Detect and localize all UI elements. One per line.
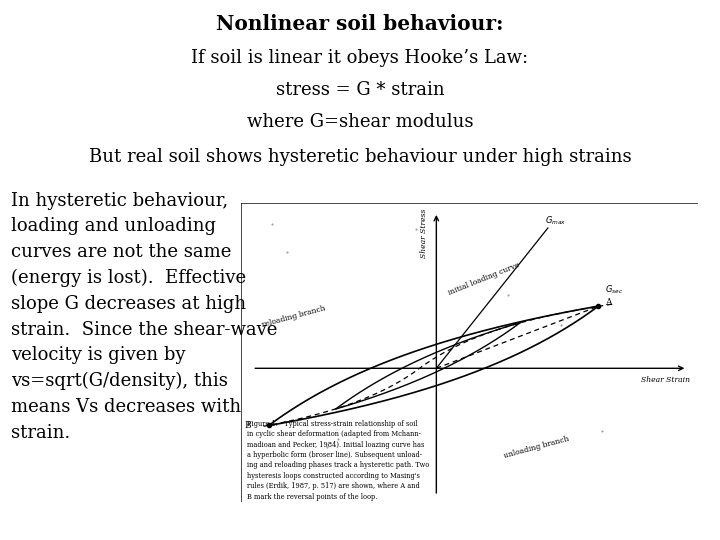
Text: stress = G * strain: stress = G * strain xyxy=(276,81,444,99)
Text: In hysteretic behaviour,
loading and unloading
curves are not the same
(energy i: In hysteretic behaviour, loading and unl… xyxy=(11,192,277,442)
Text: $G_{sec}$: $G_{sec}$ xyxy=(605,283,623,295)
Text: Shear Strain: Shear Strain xyxy=(641,376,690,384)
Text: If soil is linear it obeys Hooke’s Law:: If soil is linear it obeys Hooke’s Law: xyxy=(192,49,528,66)
Text: Figure 1.   Typical stress-strain relationship of soil
in cyclic shear deformati: Figure 1. Typical stress-strain relation… xyxy=(247,420,429,501)
Text: reloading branch: reloading branch xyxy=(261,304,326,329)
Text: initial loading curve: initial loading curve xyxy=(448,261,521,297)
Text: A: A xyxy=(605,298,611,307)
Text: $G_{max}$: $G_{max}$ xyxy=(545,214,567,227)
Text: where G=shear modulus: where G=shear modulus xyxy=(247,113,473,131)
Text: unloading branch: unloading branch xyxy=(503,434,570,460)
Text: B: B xyxy=(244,421,251,430)
Text: But real soil shows hysteretic behaviour under high strains: But real soil shows hysteretic behaviour… xyxy=(89,148,631,166)
Text: Nonlinear soil behaviour:: Nonlinear soil behaviour: xyxy=(216,14,504,33)
Text: Shear Stress: Shear Stress xyxy=(420,209,428,258)
